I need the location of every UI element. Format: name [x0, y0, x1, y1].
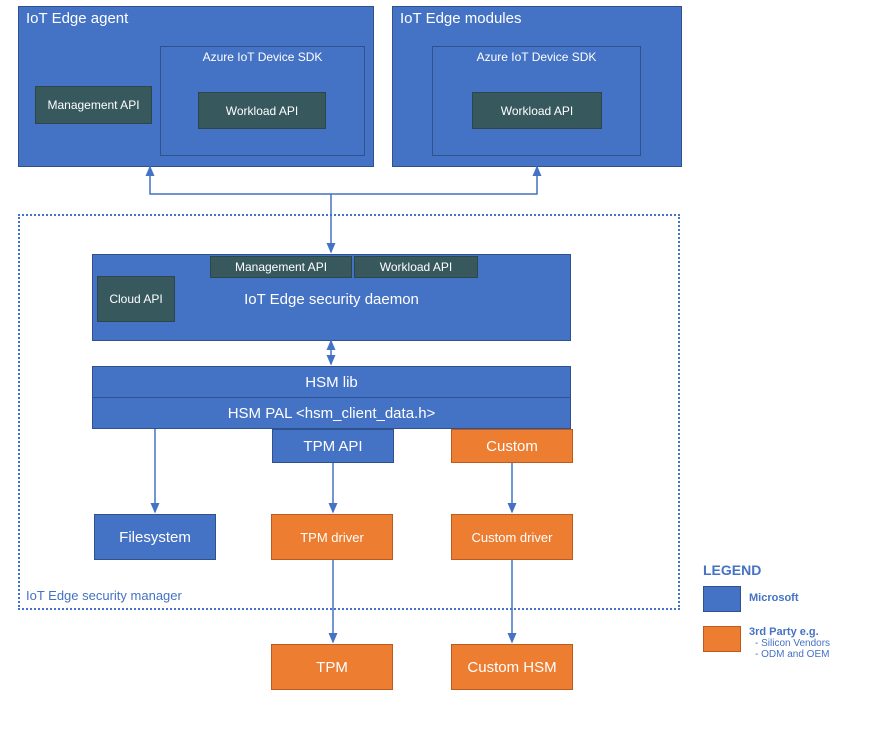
custom-driver: Custom driver [451, 514, 573, 560]
modules-workload-label: Workload API [501, 104, 573, 118]
filesystem-label: Filesystem [119, 529, 191, 546]
agent-workload-api: Workload API [198, 92, 326, 129]
agent-workload-label: Workload API [226, 104, 298, 118]
daemon-workload-api: Workload API [354, 256, 478, 278]
agent-title-label: IoT Edge agent [26, 10, 128, 27]
modules-title-label: IoT Edge modules [400, 10, 521, 27]
custom-hsm: Custom HSM [451, 644, 573, 690]
daemon-workload-label: Workload API [380, 260, 452, 274]
agent-mgmt-api: Management API [35, 86, 152, 124]
legend-item-1: 3rd Party e.g. - Silicon Vendors - ODM a… [703, 626, 863, 660]
tpm-label: TPM [316, 659, 348, 676]
agent-sdk-label: Azure IoT Device SDK [203, 50, 323, 64]
legend-label-1: 3rd Party e.g. [749, 626, 830, 638]
hsm-lib-label: HSM lib [305, 374, 358, 391]
hsm-pal-label: HSM PAL <hsm_client_data.h> [228, 405, 436, 422]
modules-sdk-label: Azure IoT Device SDK [477, 50, 597, 64]
custom-driver-label: Custom driver [472, 530, 553, 545]
tpm-api-label: TPM API [303, 438, 362, 455]
tpm-driver: TPM driver [271, 514, 393, 560]
agent-sdk-title: Azure IoT Device SDK [160, 50, 365, 64]
tpm-api: TPM API [272, 429, 394, 463]
legend-swatch-0 [703, 586, 741, 612]
custom-api: Custom [451, 429, 573, 463]
hsm-lib: HSM lib [92, 366, 571, 398]
agent-mgmt-api-label: Management API [47, 98, 139, 112]
legend-label-1-wrap: 3rd Party e.g. - Silicon Vendors - ODM a… [749, 626, 830, 660]
modules-sdk-title: Azure IoT Device SDK [432, 50, 641, 64]
legend-sub-1-1: - ODM and OEM [749, 649, 830, 660]
daemon-label: IoT Edge security daemon [244, 291, 419, 308]
security-manager-text: IoT Edge security manager [26, 588, 182, 603]
security-manager-label: IoT Edge security manager [26, 588, 182, 603]
modules-workload-api: Workload API [472, 92, 602, 129]
legend-sub-1-0: - Silicon Vendors [749, 638, 830, 649]
legend-item-0: Microsoft [703, 586, 863, 612]
cloud-api: Cloud API [97, 276, 175, 322]
agent-container-title: IoT Edge agent [26, 10, 128, 27]
legend: LEGEND Microsoft 3rd Party e.g. - Silico… [703, 562, 863, 660]
daemon-mgmt-api: Management API [210, 256, 352, 278]
modules-container-title: IoT Edge modules [400, 10, 521, 27]
legend-title: LEGEND [703, 562, 863, 578]
legend-label-0: Microsoft [749, 586, 799, 604]
tpm-driver-label: TPM driver [300, 530, 364, 545]
custom-hsm-label: Custom HSM [467, 659, 556, 676]
legend-swatch-1 [703, 626, 741, 652]
daemon-mgmt-label: Management API [235, 260, 327, 274]
cloud-api-label: Cloud API [109, 292, 162, 306]
hsm-pal: HSM PAL <hsm_client_data.h> [92, 397, 571, 429]
tpm: TPM [271, 644, 393, 690]
custom-api-label: Custom [486, 438, 538, 455]
filesystem: Filesystem [94, 514, 216, 560]
